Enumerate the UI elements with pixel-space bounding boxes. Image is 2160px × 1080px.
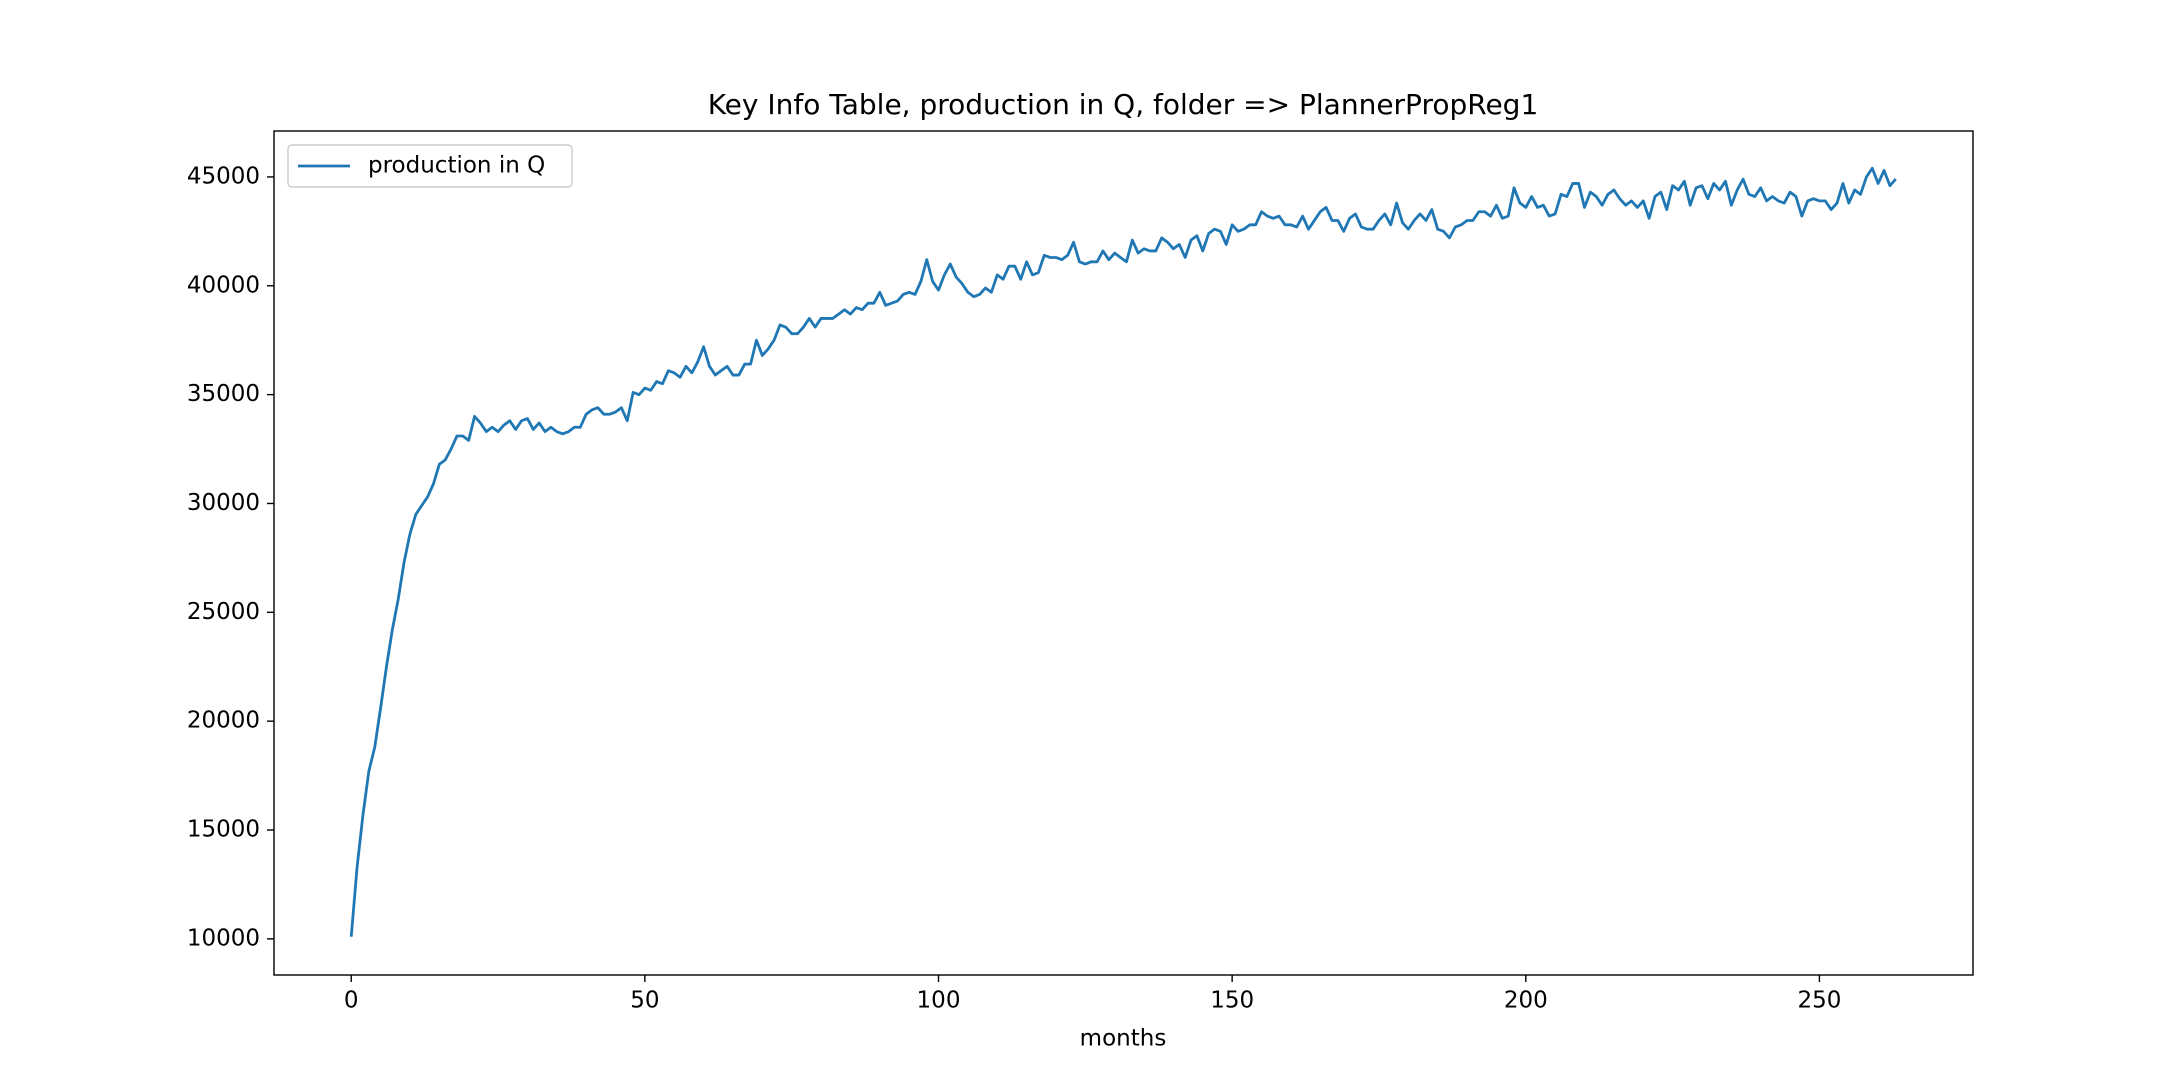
legend-label: production in Q (368, 153, 545, 179)
y-tick-label: 20000 (187, 708, 260, 734)
chart-title: Key Info Table, production in Q, folder … (708, 88, 1539, 121)
y-tick-label: 25000 (187, 599, 260, 625)
y-tick-label: 10000 (187, 925, 260, 951)
x-tick-label: 100 (917, 988, 961, 1014)
x-axis-label: months (1080, 1026, 1167, 1052)
x-tick-label: 150 (1210, 988, 1254, 1014)
series-line (349, 166, 1897, 937)
x-tick-label: 250 (1797, 988, 1841, 1014)
y-tick-label: 40000 (187, 272, 260, 298)
y-tick-label: 30000 (187, 490, 260, 516)
y-tick-label: 45000 (187, 163, 260, 189)
y-tick-label: 15000 (187, 817, 260, 843)
x-tick-label: 50 (630, 988, 659, 1014)
x-tick-label: 0 (344, 988, 359, 1014)
plot-frame (273, 130, 1974, 976)
y-tick-label: 35000 (187, 381, 260, 407)
x-tick-label: 200 (1504, 988, 1548, 1014)
legend-box (287, 144, 573, 188)
